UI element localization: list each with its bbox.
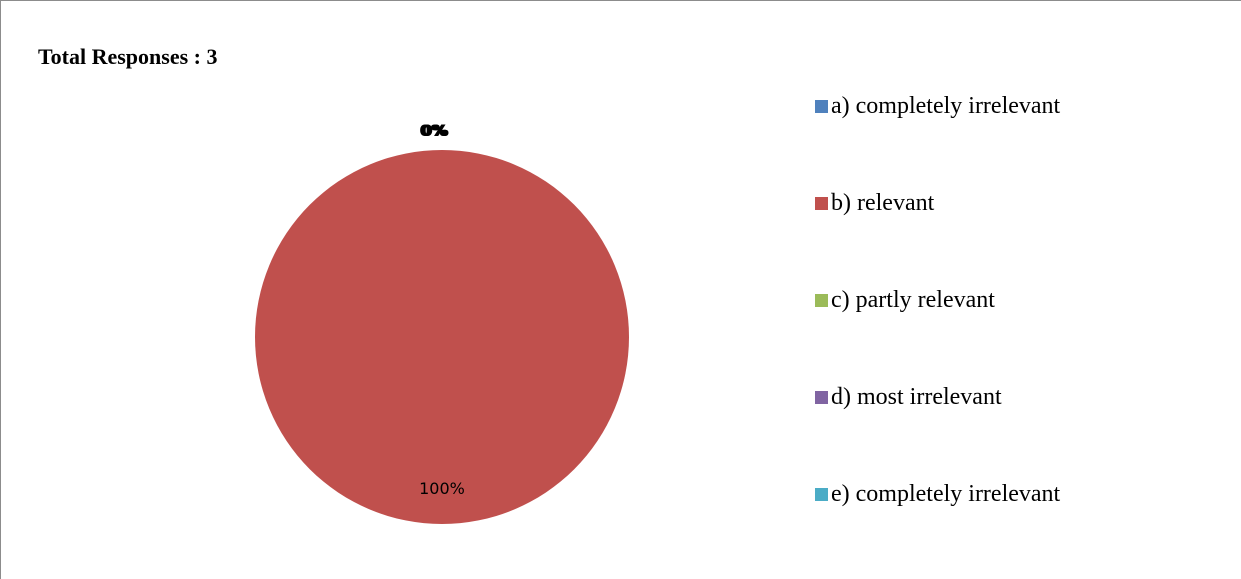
pie-slice bbox=[255, 150, 629, 524]
legend-item: e) completely irrelevant bbox=[815, 481, 1060, 508]
legend-label: a) completely irrelevant bbox=[831, 93, 1061, 119]
legend-swatch bbox=[815, 391, 828, 404]
legend: a) completely irrelevant b) relevant c) pa… bbox=[815, 0, 1235, 579]
legend-label: d) most irrelevant bbox=[831, 384, 1002, 410]
legend-swatch bbox=[815, 294, 828, 307]
legend-item: b) relevant bbox=[815, 190, 934, 217]
legend-label: e) completely irrelevant bbox=[831, 481, 1061, 507]
legend-item: a) completely irrelevant bbox=[815, 93, 1060, 120]
slice-data-label: 0% bbox=[421, 121, 448, 140]
chart-title: Total Responses : 3 bbox=[38, 44, 218, 69]
slice-data-label: 100% bbox=[419, 479, 465, 498]
slice-data-label: 0% bbox=[421, 121, 448, 140]
legend-swatch bbox=[815, 488, 828, 501]
legend-label: c) partly relevant bbox=[831, 287, 995, 313]
slice-data-label: 0% bbox=[419, 121, 446, 140]
legend-swatch bbox=[815, 197, 828, 210]
legend-item: d) most irrelevant bbox=[815, 384, 1002, 411]
legend-label: b) relevant bbox=[831, 190, 935, 216]
legend-item: c) partly relevant bbox=[815, 287, 995, 314]
slice-data-label: 0% bbox=[422, 121, 449, 140]
legend-swatch bbox=[815, 100, 828, 113]
